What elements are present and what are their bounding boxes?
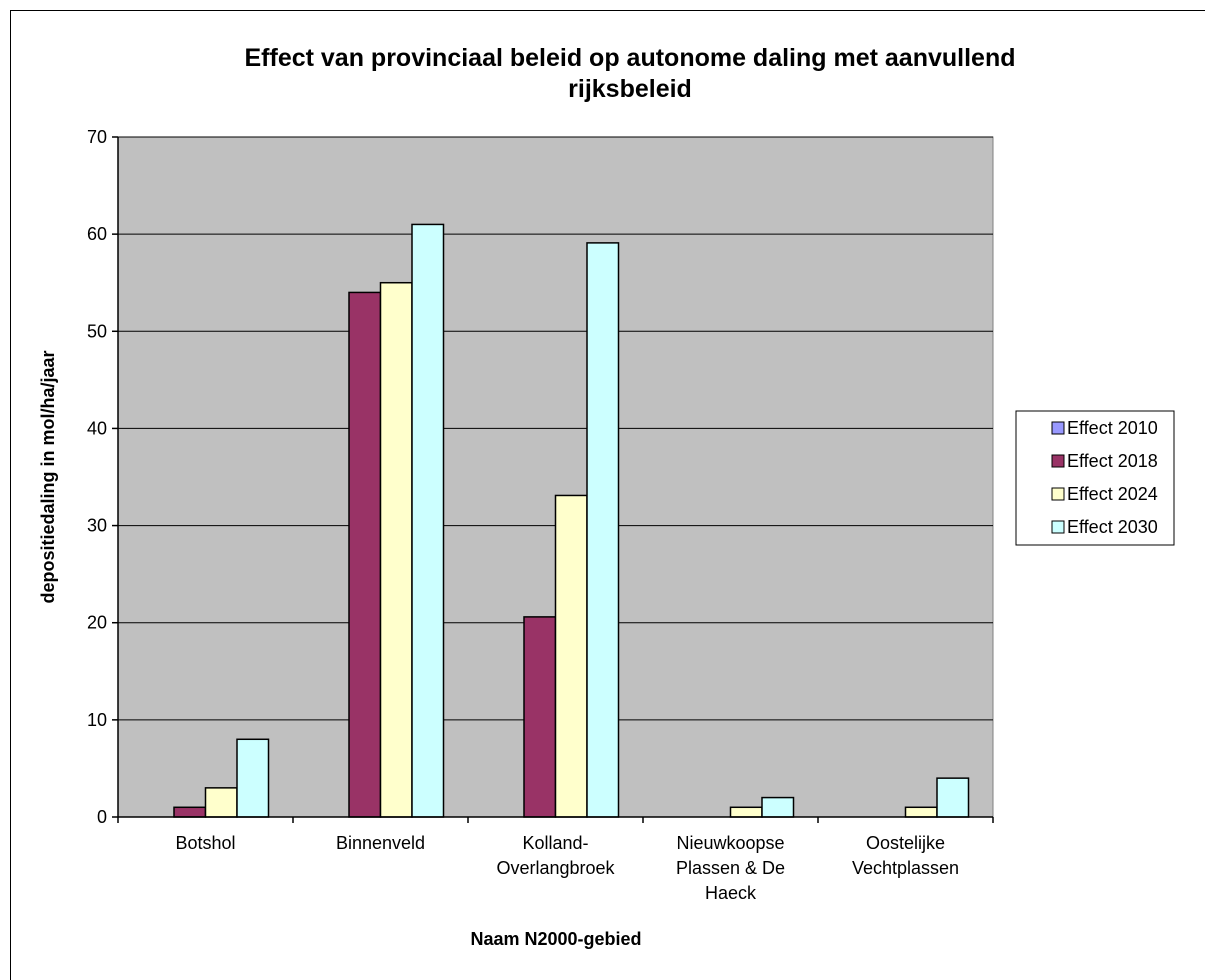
x-tick-labels: Botshol Binnenveld Kolland-Overlangbroek Ni… [175,833,959,903]
bar [173,806,207,818]
bar [204,787,238,818]
x-axis-label: Naam N2000-gebied [470,929,641,949]
legend-label: Effect 2024 [1067,484,1158,504]
x-tick-label: Nieuwkoopse Plassen & De Haeck [676,833,785,903]
legend: Effect 2010 Effect 2018 Effect 2024 Effect … [1015,410,1175,546]
legend-swatch [1051,421,1065,435]
bar [554,494,588,818]
y-tick-label: 10 [87,710,107,730]
chart-title: Effect van provinciaal beleid op autonom… [245,44,1016,103]
chart-title-line: Effect van provinciaal beleid op autonom… [245,44,1016,72]
y-tick-label: 30 [87,516,107,536]
bar [904,806,938,818]
legend-box [1015,410,1175,546]
legend-swatch [1051,487,1065,501]
x-tick-label: Oostelijke Vechtplassen [852,833,959,878]
legend-swatch [1051,454,1065,468]
chart-title-line: rijksbeleid [568,75,692,103]
y-axis-label: depositiedaling in mol/ha/jaar [38,350,58,603]
bar [761,796,795,818]
x-tick-label: Kolland-Overlangbroek [496,833,615,878]
bar [236,738,270,818]
bar [936,777,970,818]
y-tick-label: 0 [97,807,107,827]
legend-swatch [1051,520,1065,534]
bars [173,223,970,818]
legend-label: Effect 2030 [1067,517,1158,537]
chart-frame [10,10,1205,980]
y-tick-label: 50 [87,321,107,341]
bar [379,281,413,818]
y-tick-label: 40 [87,418,107,438]
legend-label: Effect 2010 [1067,418,1158,438]
x-tick-label: Botshol [175,833,235,853]
y-tick-label: 20 [87,613,107,633]
x-tick-label: Binnenveld [336,833,425,853]
bar [523,616,557,818]
bar [586,242,620,818]
bar [729,806,763,818]
bar [411,223,445,818]
y-tick-labels: 0 10 20 30 40 50 60 70 [87,127,107,827]
bar [348,291,382,818]
axes [112,136,994,823]
y-tick-label: 60 [87,224,107,244]
y-tick-label: 70 [87,127,107,147]
legend-label: Effect 2018 [1067,451,1158,471]
